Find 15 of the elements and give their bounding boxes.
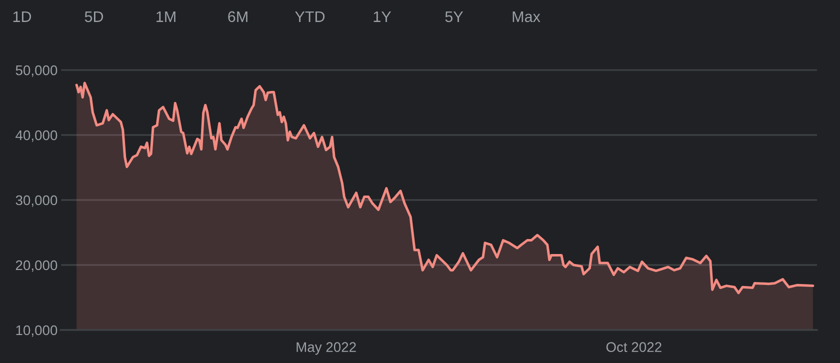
text: 5D — [84, 11, 104, 22]
text: 6M — [228, 11, 248, 22]
text: YTD — [295, 11, 325, 22]
text: 1M — [156, 11, 176, 22]
y-tick-label: 30,000 — [16, 195, 58, 207]
y-tick-label: 10,000 — [16, 325, 58, 337]
text: 1Y — [374, 11, 392, 22]
x-tick-label: May 2022 — [296, 342, 356, 355]
y-tick-label: 40,000 — [16, 130, 58, 142]
text: Max — [512, 11, 540, 22]
y-tick-label: 50,000 — [16, 65, 58, 77]
x-tick-label: Oct 2022 — [606, 342, 662, 352]
text: 1D — [13, 11, 32, 22]
text: 5Y — [445, 11, 464, 22]
y-tick-label: 20,000 — [16, 260, 58, 272]
